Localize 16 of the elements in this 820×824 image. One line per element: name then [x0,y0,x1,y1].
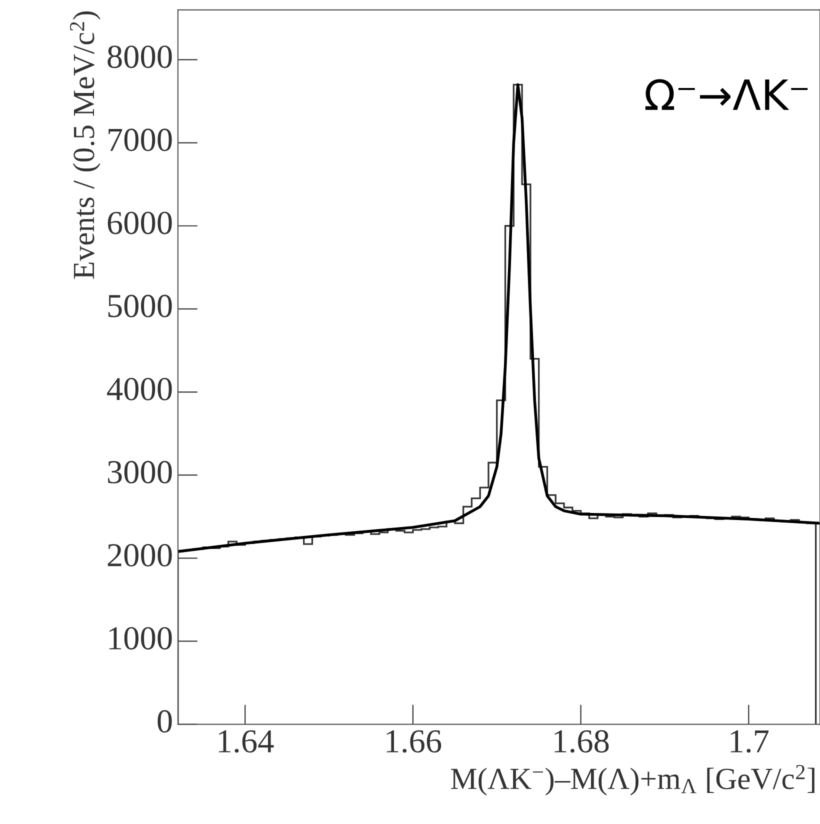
y-tick-label: 7000 [108,128,172,152]
y-tick-label: 3000 [108,460,172,484]
x-tick-label: 1.66 [386,730,442,753]
x-tick-label: 1.7 [730,730,769,753]
y-axis-title: Events / (0.5 MeV/c$^{2}$) [70,11,100,279]
y-tick-label: 6000 [108,212,172,234]
x-axis-title: M(ΛK$^{−}$)–M(Λ)+m$_{Λ}$ [GeV/c$^{2}$] [451,764,814,796]
y-tick-label: 0 [158,710,172,733]
y-tick-label: 1000 [109,627,172,650]
x-tick-label: 1.68 [554,730,609,753]
y-tick-label: 8000 [108,46,172,68]
x-tick-label: 1.64 [218,730,274,753]
annotation: Ω⁻→ΛK⁻ [645,79,808,110]
y-tick-label: 2000 [108,544,172,566]
y-tick-label: 4000 [107,378,172,400]
y-tick-label: 5000 [108,294,172,318]
